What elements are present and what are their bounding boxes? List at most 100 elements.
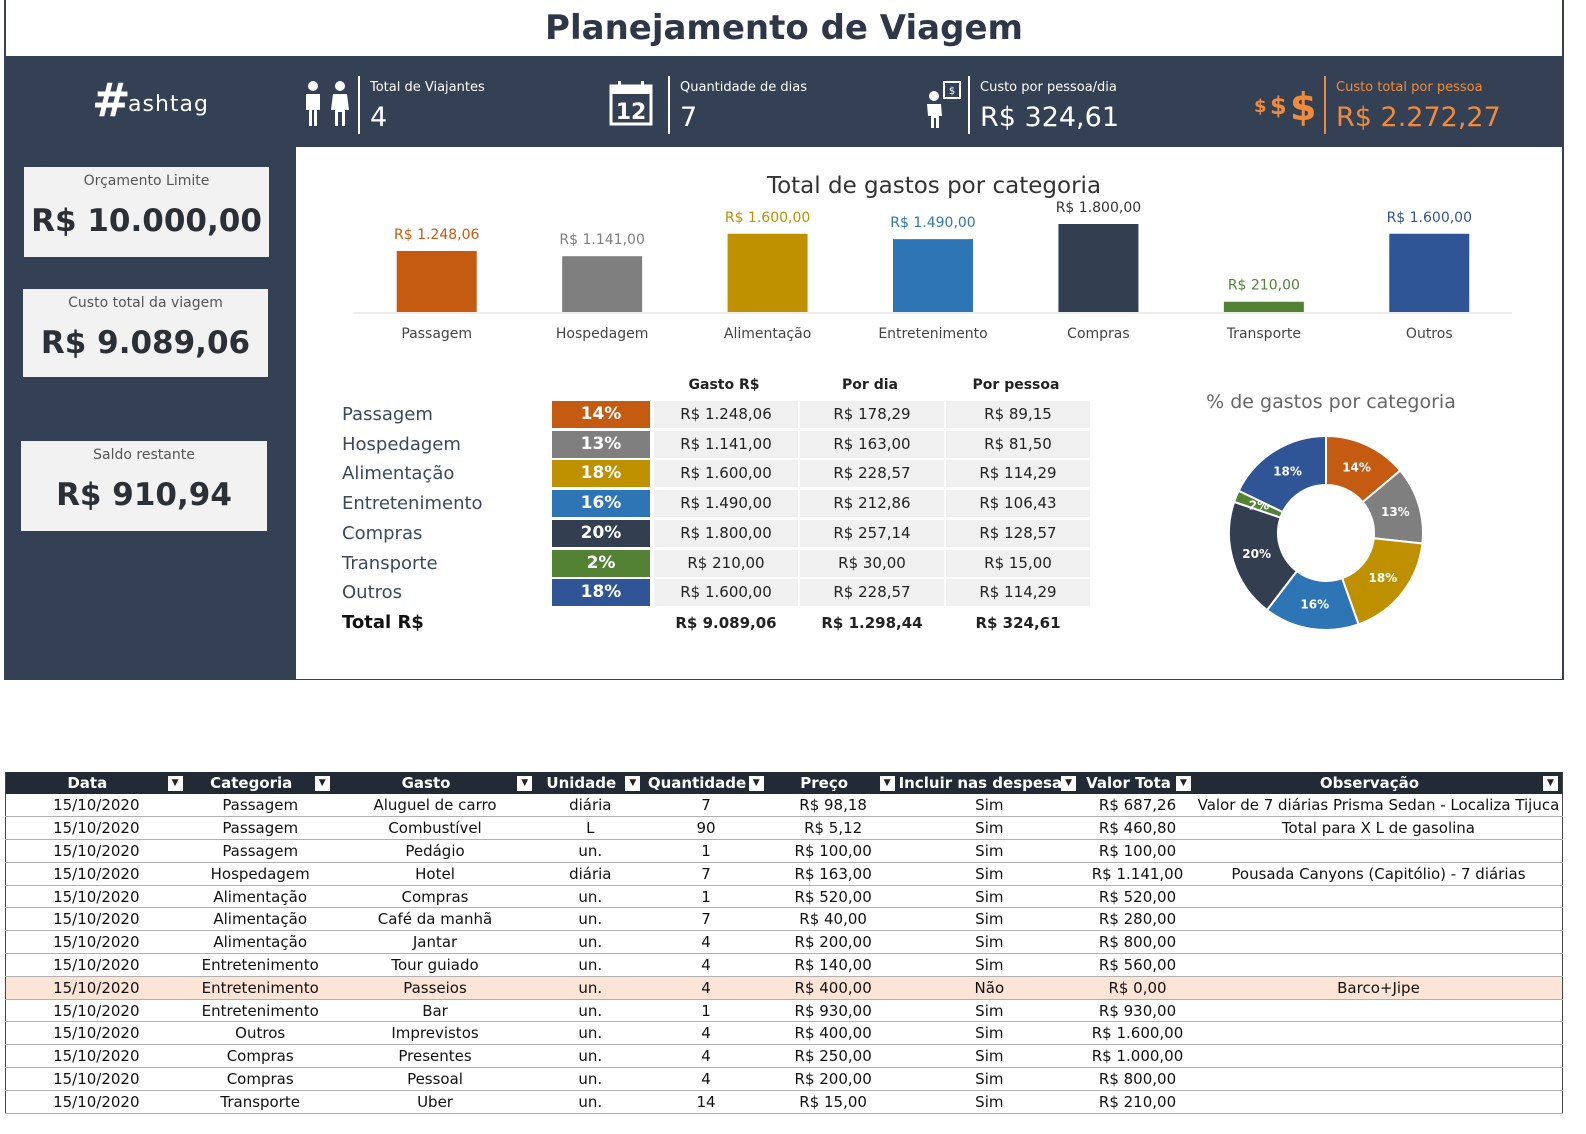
table-cell[interactable]: Passagem — [186, 816, 334, 841]
column-header[interactable]: Observação ▼ — [1194, 772, 1563, 794]
table-row[interactable]: 15/10/2020 Entretenimento Passeios un. 4 R$ 4… — [5, 976, 1563, 1000]
filter-dropdown-icon[interactable]: ▼ — [1061, 776, 1077, 791]
table-cell[interactable]: Total para X L de gasolina — [1194, 816, 1563, 841]
table-cell[interactable] — [1194, 885, 1563, 909]
table-cell[interactable]: Passeios — [333, 976, 537, 1000]
table-cell[interactable]: 15/10/2020 — [5, 816, 187, 841]
column-header[interactable]: Valor Tota ▼ — [1080, 772, 1195, 794]
table-cell[interactable]: R$ 460,80 — [1080, 816, 1195, 841]
filter-dropdown-icon[interactable]: ▼ — [517, 776, 533, 791]
table-cell[interactable]: R$ 100,00 — [1080, 839, 1195, 863]
column-header[interactable]: Gasto ▼ — [333, 772, 537, 794]
table-cell[interactable]: R$ 100,00 — [767, 839, 899, 863]
table-cell[interactable]: 15/10/2020 — [5, 953, 187, 977]
table-cell[interactable]: Sim — [898, 862, 1081, 886]
table-cell[interactable]: Sim — [898, 885, 1081, 909]
table-cell[interactable]: diária — [536, 794, 645, 818]
table-cell[interactable] — [1194, 1067, 1563, 1091]
table-cell[interactable]: 15/10/2020 — [5, 1067, 187, 1091]
table-cell[interactable]: R$ 1.000,00 — [1080, 1044, 1195, 1069]
table-cell[interactable]: Pedágio — [333, 839, 537, 863]
table-cell[interactable]: R$ 400,00 — [767, 976, 899, 1000]
table-cell[interactable]: R$ 210,00 — [1080, 1090, 1195, 1114]
table-row[interactable]: 15/10/2020 Passagem Combustível L 90 R$ 5,12 S… — [5, 816, 1563, 841]
table-cell[interactable]: R$ 930,00 — [767, 999, 899, 1023]
table-cell[interactable]: 15/10/2020 — [5, 1090, 187, 1114]
column-header[interactable]: Preço ▼ — [767, 772, 899, 794]
table-cell[interactable]: Alimentação — [186, 885, 334, 909]
table-cell[interactable]: R$ 520,00 — [767, 885, 899, 909]
table-cell[interactable]: 90 — [644, 816, 768, 841]
table-cell[interactable]: R$ 1.141,00 — [1080, 862, 1195, 886]
table-cell[interactable]: Sim — [898, 794, 1081, 818]
table-cell[interactable]: un. — [536, 885, 645, 909]
table-cell[interactable]: Uber — [333, 1090, 537, 1114]
table-cell[interactable]: 4 — [644, 953, 768, 977]
table-row[interactable]: 15/10/2020 Alimentação Jantar un. 4 R$ 200,00… — [5, 930, 1563, 955]
table-cell[interactable]: 15/10/2020 — [5, 930, 187, 955]
table-row[interactable]: 15/10/2020 Passagem Pedágio un. 1 R$ 100,00 Si… — [5, 839, 1563, 863]
table-cell[interactable]: Sim — [898, 1021, 1081, 1046]
table-cell[interactable]: R$ 40,00 — [767, 907, 899, 932]
table-cell[interactable]: un. — [536, 999, 645, 1023]
table-cell[interactable]: Não — [898, 976, 1081, 1000]
table-cell[interactable]: Combustível — [333, 816, 537, 841]
table-cell[interactable]: Jantar — [333, 930, 537, 955]
table-cell[interactable]: L — [536, 816, 645, 841]
table-cell[interactable]: R$ 98,18 — [767, 794, 899, 818]
column-header[interactable]: Incluir nas despesa ▼ — [898, 772, 1081, 794]
table-row[interactable]: 15/10/2020 Entretenimento Tour guiado un. 4 R… — [5, 953, 1563, 977]
table-cell[interactable]: Compras — [186, 1044, 334, 1069]
table-cell[interactable]: Sim — [898, 907, 1081, 932]
table-cell[interactable]: R$ 560,00 — [1080, 953, 1195, 977]
filter-dropdown-icon[interactable]: ▼ — [1175, 776, 1191, 791]
table-cell[interactable]: Sim — [898, 1090, 1081, 1114]
filter-dropdown-icon[interactable]: ▼ — [879, 776, 895, 791]
table-cell[interactable]: R$ 1.600,00 — [1080, 1021, 1195, 1046]
table-cell[interactable]: R$ 15,00 — [767, 1090, 899, 1114]
table-cell[interactable]: 15/10/2020 — [5, 1044, 187, 1069]
table-cell[interactable]: R$ 250,00 — [767, 1044, 899, 1069]
table-cell[interactable]: 4 — [644, 1067, 768, 1091]
table-cell[interactable]: R$ 163,00 — [767, 862, 899, 886]
table-cell[interactable]: R$ 5,12 — [767, 816, 899, 841]
table-cell[interactable]: 4 — [644, 1044, 768, 1069]
table-cell[interactable]: Passagem — [186, 839, 334, 863]
table-cell[interactable]: Passagem — [186, 794, 334, 818]
table-cell[interactable]: 15/10/2020 — [5, 862, 187, 886]
table-cell[interactable]: un. — [536, 1067, 645, 1091]
table-cell[interactable]: Tour guiado — [333, 953, 537, 977]
table-cell[interactable]: Entretenimento — [186, 953, 334, 977]
table-cell[interactable]: 4 — [644, 930, 768, 955]
table-cell[interactable]: un. — [536, 953, 645, 977]
table-cell[interactable]: 15/10/2020 — [5, 1021, 187, 1046]
table-cell[interactable]: R$ 930,00 — [1080, 999, 1195, 1023]
column-header[interactable]: Categoria ▼ — [186, 772, 334, 794]
table-cell[interactable]: 1 — [644, 839, 768, 863]
filter-dropdown-icon[interactable]: ▼ — [314, 776, 330, 791]
table-cell[interactable]: 7 — [644, 862, 768, 886]
table-cell[interactable] — [1194, 1044, 1563, 1069]
table-cell[interactable] — [1194, 953, 1563, 977]
table-cell[interactable]: Sim — [898, 999, 1081, 1023]
filter-dropdown-icon[interactable]: ▼ — [167, 776, 183, 791]
table-cell[interactable]: R$ 200,00 — [767, 1067, 899, 1091]
table-cell[interactable]: Presentes — [333, 1044, 537, 1069]
table-cell[interactable]: 15/10/2020 — [5, 885, 187, 909]
table-cell[interactable]: Transporte — [186, 1090, 334, 1114]
table-cell[interactable]: un. — [536, 976, 645, 1000]
table-row[interactable]: 15/10/2020 Alimentação Café da manhã un. 7 R$… — [5, 907, 1563, 932]
table-cell[interactable]: R$ 280,00 — [1080, 907, 1195, 932]
table-cell[interactable]: R$ 800,00 — [1080, 1067, 1195, 1091]
table-cell[interactable]: Hospedagem — [186, 862, 334, 886]
table-cell[interactable]: Bar — [333, 999, 537, 1023]
table-cell[interactable] — [1194, 839, 1563, 863]
table-cell[interactable]: 14 — [644, 1090, 768, 1114]
table-cell[interactable]: Valor de 7 diárias Prisma Sedan - Locali… — [1194, 794, 1563, 818]
table-cell[interactable]: un. — [536, 1044, 645, 1069]
table-cell[interactable]: R$ 520,00 — [1080, 885, 1195, 909]
filter-dropdown-icon[interactable]: ▼ — [1543, 776, 1558, 791]
table-cell[interactable] — [1194, 930, 1563, 955]
column-header[interactable]: Data ▼ — [5, 772, 187, 794]
table-cell[interactable]: Café da manhã — [333, 907, 537, 932]
